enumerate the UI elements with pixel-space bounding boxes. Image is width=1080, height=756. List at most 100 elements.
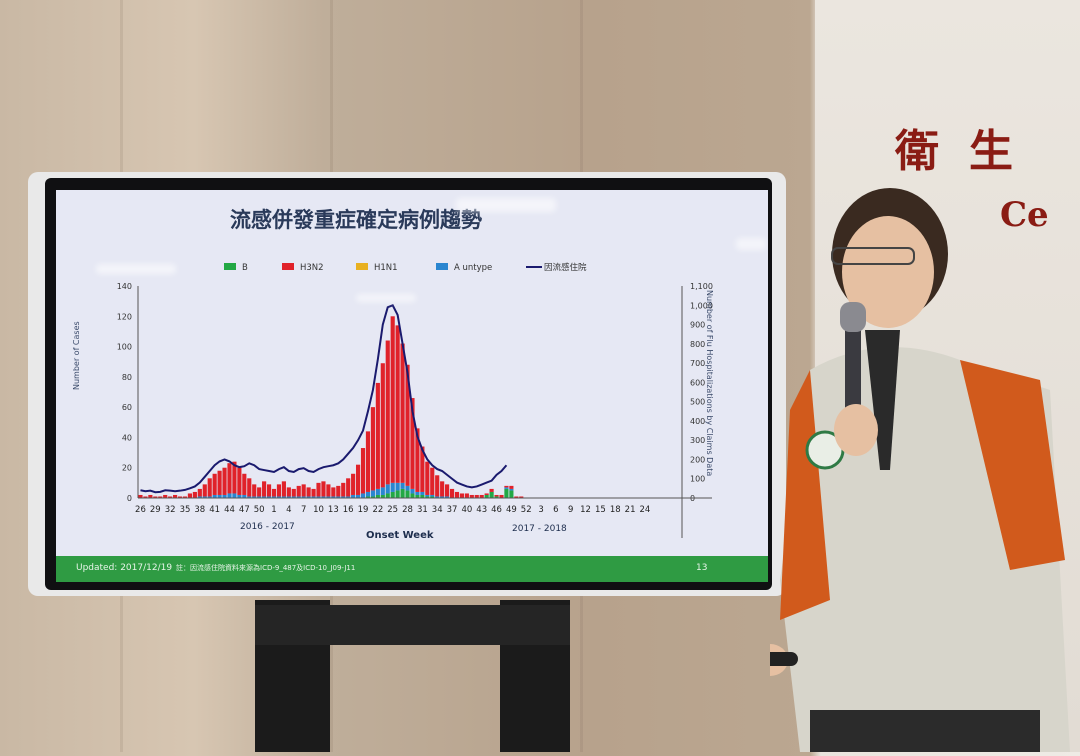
bar-b: [484, 494, 489, 498]
bar-h3n2: [202, 484, 207, 497]
legend-label: 因流感住院: [544, 262, 587, 273]
bar-h3n2: [197, 488, 202, 497]
bar-a-untype: [420, 491, 425, 495]
x-tick-label: 3: [538, 505, 543, 515]
bar-b: [494, 496, 499, 498]
bar-a-untype: [435, 496, 440, 498]
season-label-2017: 2017 - 2018: [512, 524, 567, 534]
bar-a-untype: [360, 493, 366, 498]
bar-b: [420, 494, 425, 498]
bar-b: [504, 488, 509, 498]
bar-a-untype: [321, 496, 326, 498]
x-tick-label: 21: [625, 505, 636, 515]
bar-h3n2: [435, 475, 440, 497]
bar-b: [509, 490, 514, 498]
season-label-2016: 2016 - 2017: [240, 522, 295, 532]
bar-a-untype: [266, 496, 272, 498]
chart-legend: B H3N2 H1N1 A untype 因流感住院: [224, 262, 587, 273]
bar-a-untype: [257, 496, 262, 498]
bar-h3n2: [365, 431, 371, 492]
bar-a-untype: [355, 494, 361, 498]
bar-h3n2: [276, 484, 282, 497]
bar-a-untype: [445, 496, 450, 498]
bar-h3n2: [138, 494, 143, 498]
x-tick-label: 19: [358, 505, 369, 515]
bar-h3n2: [177, 496, 183, 498]
x-tick-label: 46: [491, 505, 502, 515]
x-tick-label: 13: [328, 505, 339, 515]
legend-label: B: [242, 263, 248, 273]
bar-a-untype: [262, 496, 267, 498]
bar-h3n2: [212, 473, 217, 495]
screen-glare: [736, 238, 766, 250]
bar-a-untype: [291, 496, 296, 498]
bar-a-untype: [425, 494, 430, 497]
bar-a-untype: [212, 494, 217, 498]
y2-tick-label: 900: [690, 321, 705, 330]
bar-h3n2: [173, 494, 178, 498]
bar-b: [405, 490, 410, 498]
bar-b: [390, 491, 395, 498]
bar-h3n2: [484, 493, 489, 495]
footer-updated: Updated: 2017/12/19: [76, 563, 173, 573]
bar-h3n2: [494, 494, 499, 497]
presenter-figure: [730, 188, 1070, 752]
hospitalization-line: [140, 304, 508, 494]
bar-h3n2: [459, 493, 465, 498]
x-tick-label: 24: [639, 505, 650, 515]
y2-tick-label: 400: [690, 417, 705, 426]
bar-h3n2: [425, 461, 430, 495]
y2-tick-label: 100: [690, 475, 705, 484]
x-tick-label: 12: [580, 505, 591, 515]
bar-h3n2: [420, 446, 425, 492]
bar-h3n2: [509, 485, 514, 489]
x-axis: 26 29 32 35 38 41 44 47 50 1 4 7 10 13 16 19 22 25 28 31 34 3…: [135, 497, 712, 515]
bar-a-untype: [301, 496, 306, 498]
bar-h3n2: [380, 363, 385, 488]
bar-h3n2: [454, 491, 460, 498]
bar-h3n2: [410, 398, 415, 489]
bar-h3n2: [336, 485, 341, 497]
bar-h3n2: [321, 481, 326, 497]
bar-a-untype: [405, 485, 410, 491]
bar-a-untype: [410, 488, 415, 494]
bar-h3n2: [360, 448, 366, 494]
bar-a-untype: [395, 482, 400, 491]
bar-a-untype: [380, 487, 385, 495]
bar-b: [410, 493, 415, 498]
bar-h3n2: [148, 494, 153, 498]
bar-h3n2: [281, 481, 286, 497]
y2-tick-label: 1,000: [690, 301, 713, 310]
bar-series: [138, 316, 524, 498]
screen-glare: [356, 294, 416, 302]
x-tick-label: 29: [150, 505, 161, 515]
x-tick-label: 4: [286, 505, 291, 515]
x-tick-label: 22: [372, 505, 383, 515]
bar-b: [425, 496, 430, 498]
bar-b: [415, 494, 420, 498]
bar-h3n2: [464, 493, 469, 498]
bar-h3n2: [252, 484, 257, 497]
legend-swatch: [224, 263, 236, 270]
y2-tick-label: 700: [690, 359, 705, 368]
y2-tick-label: 800: [690, 340, 705, 349]
x-tick-label: 6: [553, 505, 558, 515]
legend-swatch: [436, 263, 448, 270]
bar-h3n2: [489, 488, 494, 492]
bar-h3n2: [306, 487, 311, 497]
bar-a-untype: [375, 488, 380, 495]
wall-sign-latin: Ce: [1000, 195, 1049, 235]
y2-tick-label: 600: [690, 378, 705, 387]
bar-h3n2: [232, 461, 237, 494]
bar-h3n2: [370, 407, 375, 491]
bar-b: [380, 494, 385, 498]
x-tick-label: 31: [417, 505, 428, 515]
y-tick-label: 140: [117, 282, 132, 291]
hospitalization-line-path: [140, 304, 508, 494]
bar-h3n2: [479, 494, 484, 498]
bar-h3n2: [355, 464, 361, 495]
x-tick-label: 47: [239, 505, 250, 515]
bar-h3n2: [326, 484, 331, 497]
bar-b: [375, 494, 380, 498]
